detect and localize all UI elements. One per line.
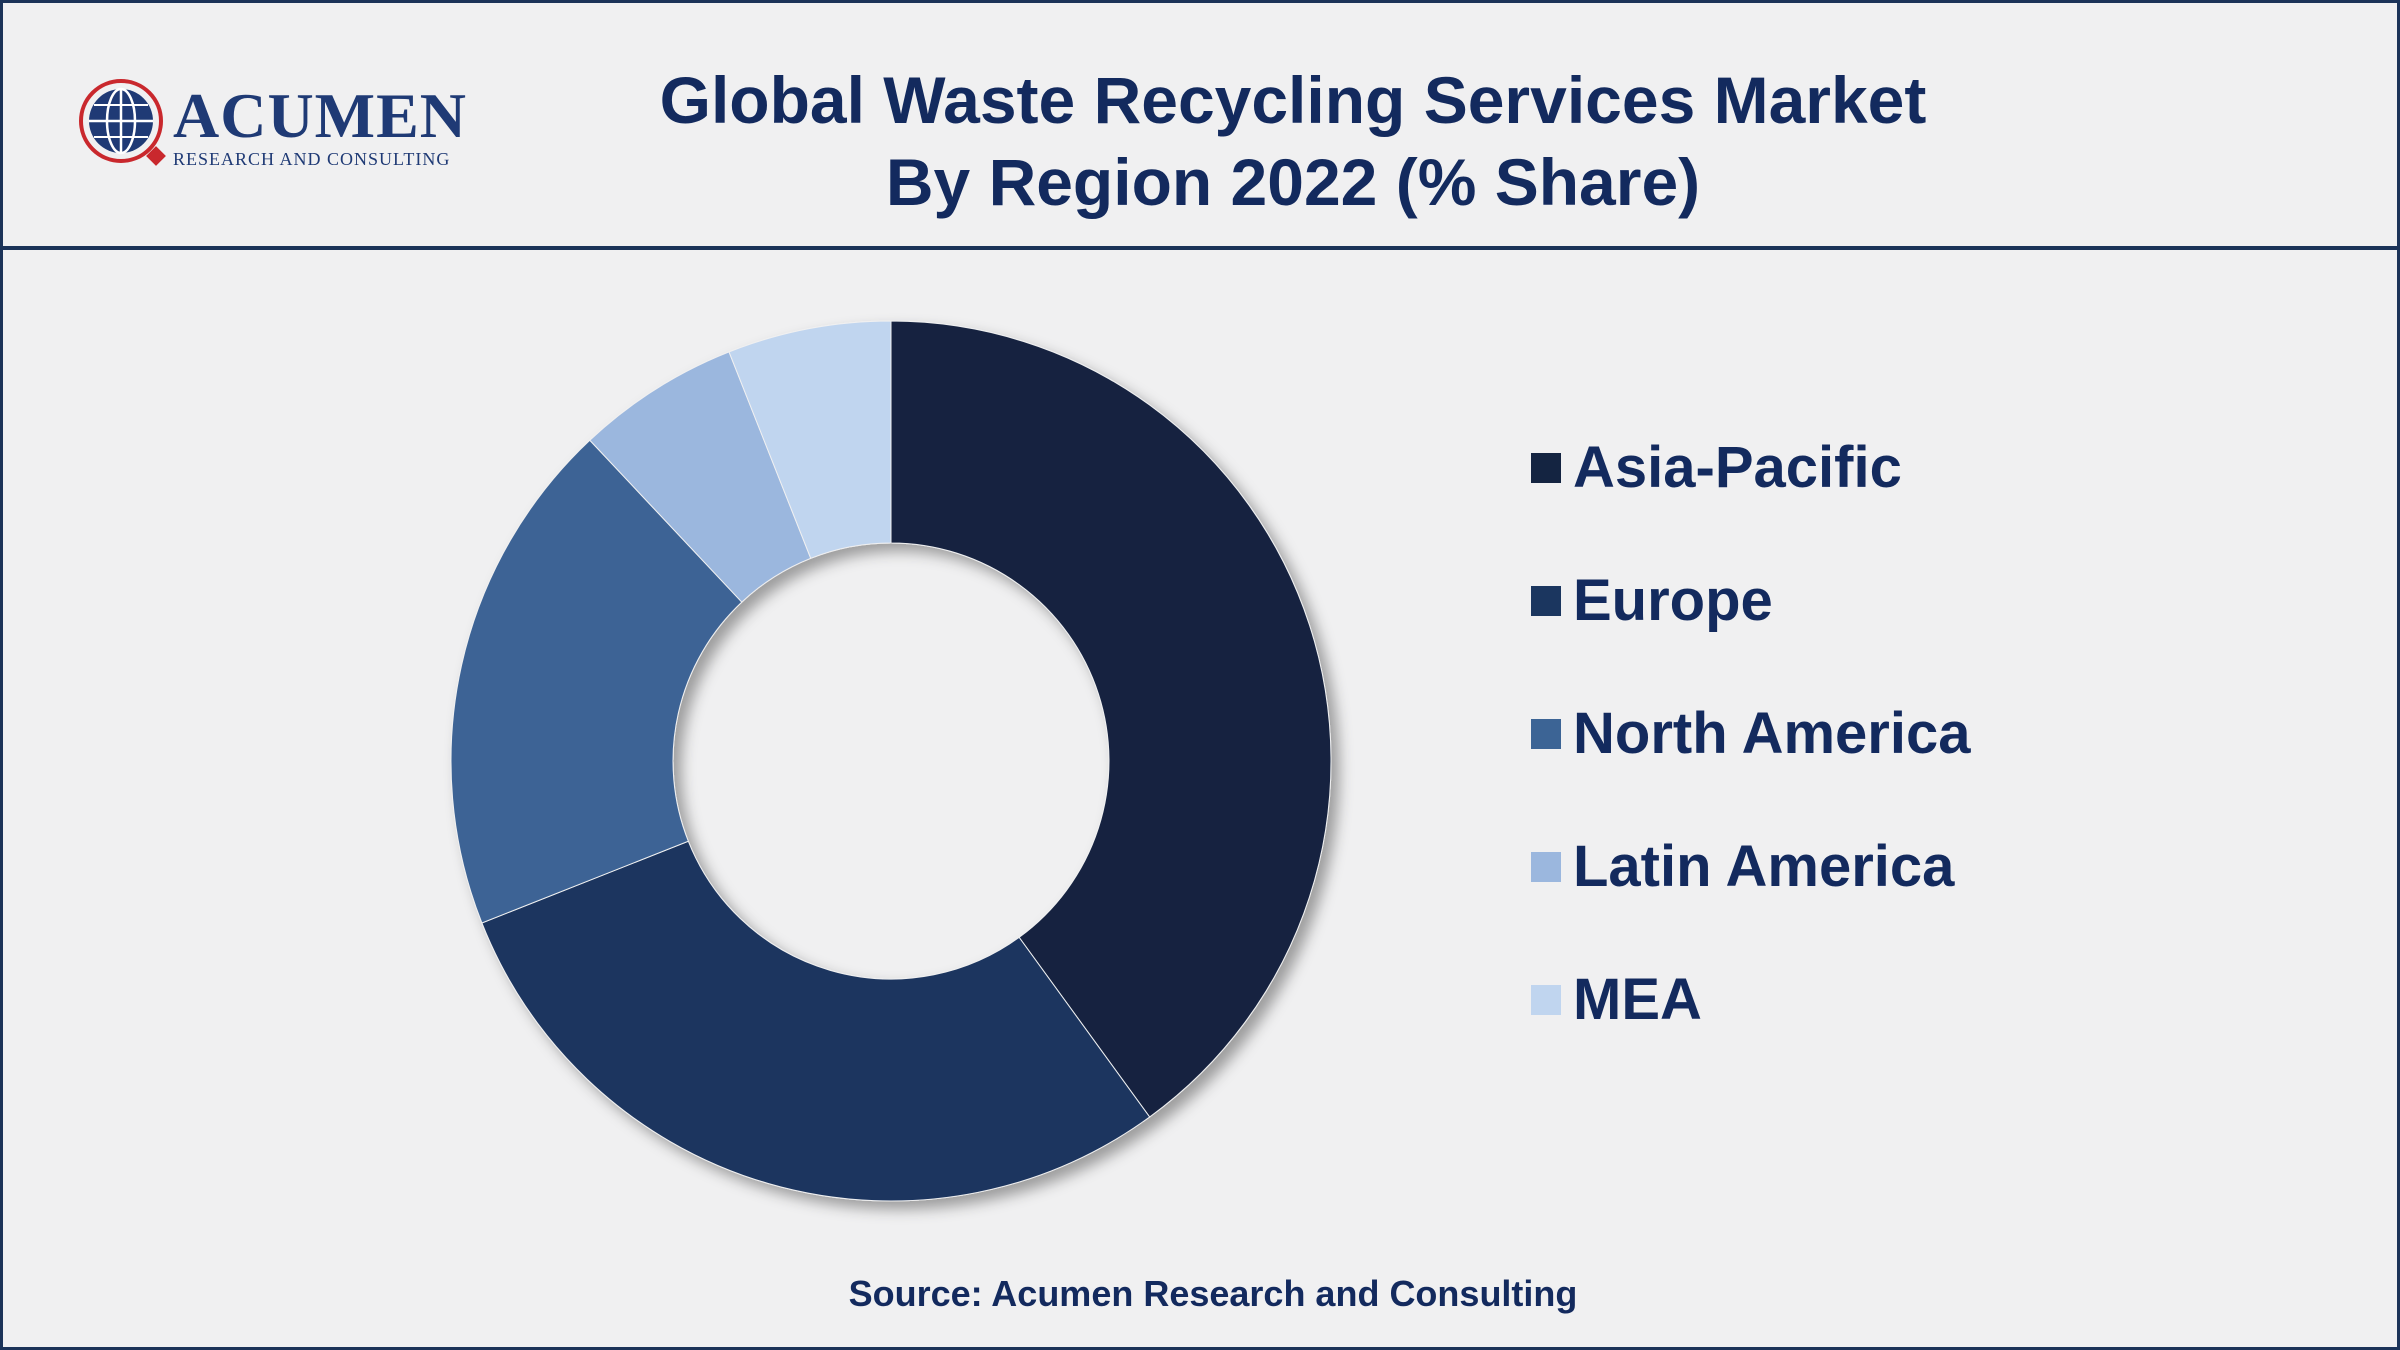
legend-label-europe: Europe	[1573, 568, 1773, 633]
legend-swatch-asia-pacific	[1531, 453, 1561, 483]
source-note: Source: Acumen Research and Consulting	[848, 1273, 1578, 1314]
legend-item-latin-america: Latin America	[1531, 822, 2231, 955]
legend-label-north-america: North America	[1573, 701, 1971, 766]
legend-item-europe: Europe	[1531, 556, 2231, 689]
globe-icon	[79, 79, 166, 166]
legend-item-asia-pacific: Asia-Pacific	[1531, 423, 2231, 556]
chart-title-line-1: Global Waste Recycling Services Market	[659, 63, 1927, 137]
legend-label-mea: MEA	[1573, 967, 1702, 1032]
legend-swatch-europe	[1531, 586, 1561, 616]
logo-wordmark: ACUMEN	[173, 80, 467, 151]
header: ACUMEN RESEARCH AND CONSULTING Global Wa…	[3, 3, 2397, 250]
legend-label-asia-pacific: Asia-Pacific	[1573, 435, 1902, 500]
slice-north-america	[450, 439, 743, 924]
legend-swatch-mea	[1531, 985, 1561, 1015]
donut-slices	[450, 320, 1332, 1202]
chart-title: Global Waste Recycling Services Market B…	[483, 59, 2103, 223]
chart-title-line-2: By Region 2022 (% Share)	[885, 145, 1701, 219]
slice-mea	[728, 320, 892, 559]
legend-item-mea: MEA	[1531, 955, 2231, 1088]
legend-swatch-latin-america	[1531, 852, 1561, 882]
donut-chart	[450, 320, 1332, 1202]
slice-europe	[481, 840, 1151, 1202]
slice-asia-pacific	[890, 320, 1332, 1118]
legend-swatch-north-america	[1531, 719, 1561, 749]
company-logo: ACUMEN RESEARCH AND CONSULTING	[75, 75, 495, 185]
chart-legend: Asia-Pacific Europe North America Latin …	[1531, 423, 2231, 1088]
logo-tagline: RESEARCH AND CONSULTING	[173, 149, 451, 169]
legend-label-latin-america: Latin America	[1573, 834, 1955, 899]
legend-item-north-america: North America	[1531, 689, 2231, 822]
